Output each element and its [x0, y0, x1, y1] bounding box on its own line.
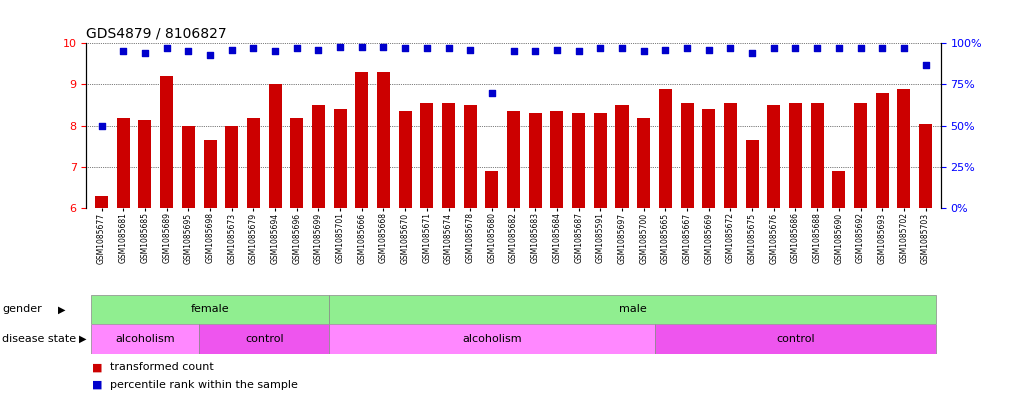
Bar	[355, 72, 368, 208]
Point	[266, 48, 283, 55]
Bar	[702, 109, 715, 208]
Bar	[96, 196, 108, 208]
Bar	[529, 113, 542, 208]
Point	[289, 45, 305, 51]
Point	[354, 43, 370, 50]
Point	[94, 123, 110, 129]
Bar	[594, 113, 607, 208]
Bar	[399, 111, 412, 208]
Point	[527, 48, 543, 55]
Bar	[655, 324, 937, 354]
Point	[657, 47, 673, 53]
Text: gender: gender	[2, 305, 42, 314]
Bar	[724, 103, 737, 208]
Point	[614, 45, 631, 51]
Bar	[485, 171, 498, 208]
Text: disease state: disease state	[2, 334, 76, 344]
Bar	[442, 103, 455, 208]
Text: ▶: ▶	[79, 334, 86, 344]
Bar	[312, 105, 325, 208]
Bar	[680, 103, 694, 208]
Text: transformed count: transformed count	[110, 362, 214, 373]
Bar	[247, 118, 260, 208]
Text: alcoholism: alcoholism	[462, 334, 522, 344]
Point	[202, 51, 219, 58]
Text: alcoholism: alcoholism	[115, 334, 175, 344]
Bar	[464, 105, 477, 208]
Bar	[182, 126, 195, 208]
Point	[787, 45, 803, 51]
Text: GDS4879 / 8106827: GDS4879 / 8106827	[86, 27, 227, 40]
Point	[224, 47, 240, 53]
Point	[809, 45, 825, 51]
Point	[159, 45, 175, 51]
Bar	[91, 324, 199, 354]
Text: ▶: ▶	[58, 305, 65, 314]
Point	[180, 48, 196, 55]
Text: ■: ■	[92, 380, 102, 390]
Point	[766, 45, 782, 51]
Point	[375, 43, 392, 50]
Bar	[832, 171, 845, 208]
Bar	[138, 119, 152, 208]
Point	[332, 43, 348, 50]
Bar	[290, 118, 303, 208]
Bar	[659, 88, 672, 208]
Text: control: control	[245, 334, 284, 344]
Point	[874, 45, 890, 51]
Point	[137, 50, 154, 56]
Text: male: male	[619, 305, 647, 314]
Point	[722, 45, 738, 51]
Text: percentile rank within the sample: percentile rank within the sample	[110, 380, 298, 390]
Bar	[638, 118, 650, 208]
Bar	[573, 113, 585, 208]
Point	[549, 47, 565, 53]
Bar	[160, 76, 173, 208]
Bar	[854, 103, 868, 208]
Bar	[507, 111, 520, 208]
Point	[679, 45, 696, 51]
Point	[419, 45, 435, 51]
Bar	[615, 105, 629, 208]
Bar	[745, 140, 759, 208]
Text: female: female	[191, 305, 230, 314]
Point	[310, 47, 326, 53]
Bar	[117, 118, 130, 208]
Bar	[420, 103, 433, 208]
Point	[505, 48, 522, 55]
Text: control: control	[776, 334, 815, 344]
Bar	[225, 126, 238, 208]
Point	[701, 47, 717, 53]
Point	[592, 45, 608, 51]
Bar	[330, 324, 655, 354]
Bar	[377, 72, 390, 208]
Point	[397, 45, 413, 51]
Point	[115, 48, 131, 55]
Bar	[550, 111, 563, 208]
Bar	[767, 105, 780, 208]
Point	[917, 62, 934, 68]
Bar	[203, 140, 217, 208]
Bar	[334, 109, 347, 208]
Point	[484, 90, 500, 96]
Point	[571, 48, 587, 55]
Point	[245, 45, 261, 51]
Point	[636, 48, 652, 55]
Bar	[91, 295, 330, 324]
Text: ■: ■	[92, 362, 102, 373]
Point	[744, 50, 761, 56]
Bar	[811, 103, 824, 208]
Point	[831, 45, 847, 51]
Bar	[330, 295, 937, 324]
Bar	[919, 124, 932, 208]
Point	[896, 45, 912, 51]
Point	[462, 47, 478, 53]
Bar	[876, 93, 889, 208]
Bar	[897, 88, 910, 208]
Point	[852, 45, 869, 51]
Point	[440, 45, 457, 51]
Bar	[268, 84, 282, 208]
Bar	[199, 324, 330, 354]
Bar	[789, 103, 802, 208]
